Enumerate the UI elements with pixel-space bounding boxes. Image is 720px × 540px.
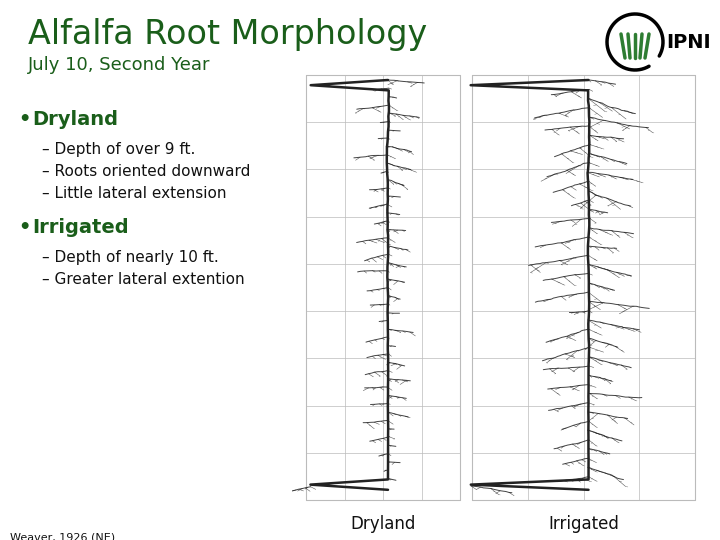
Text: – Little lateral extension: – Little lateral extension [42,186,227,201]
Text: IPNI: IPNI [666,32,711,51]
Text: Dryland: Dryland [32,110,118,129]
Text: Dryland: Dryland [351,515,415,533]
Text: – Depth of nearly 10 ft.: – Depth of nearly 10 ft. [42,250,219,265]
Text: Irrigated: Irrigated [548,515,619,533]
Text: •: • [18,110,30,129]
Text: July 10, Second Year: July 10, Second Year [28,56,210,74]
Text: – Roots oriented downward: – Roots oriented downward [42,164,251,179]
Bar [306,75,460,500]
Bar [472,75,695,500]
Text: •: • [18,218,30,237]
Text: – Greater lateral extention: – Greater lateral extention [42,272,245,287]
Text: – Depth of over 9 ft.: – Depth of over 9 ft. [42,142,195,157]
Text: Irrigated: Irrigated [32,218,129,237]
Text: Weaver, 1926 (NE): Weaver, 1926 (NE) [10,532,115,540]
Text: Alfalfa Root Morphology: Alfalfa Root Morphology [28,18,427,51]
